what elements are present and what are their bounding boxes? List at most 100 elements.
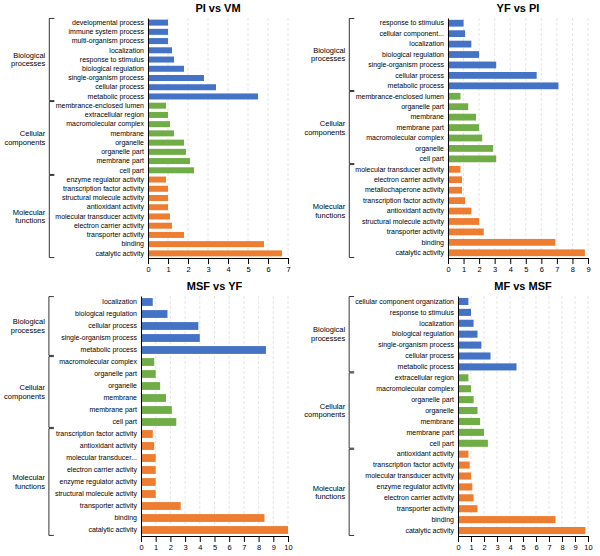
group-bracket — [349, 19, 354, 91]
y-tick: response to stimulus — [380, 19, 445, 27]
category-label: transporter activity — [87, 231, 145, 239]
y-tick: cellular component organization — [355, 298, 454, 306]
bar — [141, 310, 167, 318]
bar — [141, 358, 154, 366]
y-tick: macromolecular complex — [376, 385, 454, 393]
category-label: cellular process — [405, 352, 454, 360]
category-label: structural molecule activity — [362, 218, 445, 226]
category-label: membrane part — [97, 157, 145, 165]
bar — [458, 527, 585, 534]
grid — [448, 18, 588, 258]
group-label-line: components — [304, 410, 345, 419]
y-tick: biological regulation — [392, 330, 454, 338]
group-label-line: functions — [15, 216, 45, 225]
y-axis-line — [148, 19, 149, 259]
bar — [141, 514, 264, 522]
grid-line — [494, 18, 495, 258]
group-label-line: components — [4, 392, 45, 401]
y-tick: structural molecule activity — [55, 490, 138, 498]
x-tick: 10 — [284, 536, 292, 552]
bar — [141, 382, 160, 390]
bar — [141, 418, 176, 426]
grid-line — [588, 296, 589, 536]
grid-line — [288, 296, 289, 536]
y-tick: organelle part — [101, 148, 144, 156]
bracket-line — [49, 357, 54, 428]
y-axis-line — [458, 297, 459, 537]
group-label-line: processes — [11, 326, 45, 335]
category-label: binding — [431, 516, 454, 524]
x-tick-label: 10 — [584, 543, 592, 552]
bar — [448, 229, 484, 236]
y-tick: transcription factor activity — [363, 197, 444, 205]
x-tick: 8 — [560, 536, 564, 552]
y-tick: single-organism process — [61, 334, 137, 342]
y-tick: localization — [109, 47, 144, 54]
bars — [148, 20, 282, 257]
bar — [448, 135, 482, 142]
y-tick: electron carrier activity — [67, 466, 138, 474]
x-tick-mark — [497, 536, 498, 542]
y-tick: binding — [421, 239, 444, 247]
group-bracket — [349, 373, 354, 448]
x-tick-mark — [471, 536, 472, 542]
category-label: transcription factor activity — [56, 430, 137, 438]
x-tick-mark — [156, 536, 157, 542]
category-label: response to stimulus — [380, 19, 445, 27]
grid-line — [575, 296, 576, 536]
x-tick-mark — [188, 258, 189, 264]
bracket-line — [49, 175, 54, 257]
category-label: antioxidant activity — [397, 450, 455, 458]
bar — [148, 204, 168, 210]
x-tick-label: 1 — [154, 543, 158, 552]
y-tick: transcription factor activity — [56, 430, 137, 438]
category-label: transporter activity — [397, 505, 455, 513]
y-tick: transporter activity — [80, 502, 138, 510]
x-tick-label: 6 — [534, 543, 538, 552]
bar — [141, 466, 156, 474]
category-label: cell part — [429, 440, 454, 448]
x-tick-label: 5 — [524, 265, 528, 274]
x-tick-label: 9 — [272, 543, 276, 552]
category-label: biological regulation — [392, 330, 454, 338]
category-label: metallochaperone activity — [365, 186, 444, 194]
x-tick: 2 — [482, 536, 486, 552]
x-tick-mark — [572, 258, 573, 264]
group-label-line: processes — [311, 334, 345, 343]
x-tick-label: 3 — [495, 543, 499, 552]
x-tick-mark — [510, 258, 511, 264]
group-label: Biologicalprocesses — [311, 46, 346, 64]
x-tick: 8 — [257, 536, 261, 552]
x-tick: 4 — [226, 258, 230, 274]
y-tick: transporter activity — [387, 228, 445, 236]
group-label: Cellularcomponents — [4, 129, 45, 147]
bar — [448, 218, 479, 225]
grid-line — [458, 296, 459, 536]
x-tick: 7 — [555, 258, 559, 274]
category-label: membrane part — [407, 429, 455, 437]
y-tick: antioxidant activity — [87, 203, 145, 211]
x-tick-label: 2 — [169, 543, 173, 552]
y-tick: molecular transducer activity — [365, 472, 454, 480]
group-bracket — [49, 175, 54, 257]
bar — [141, 334, 200, 342]
bar — [141, 430, 153, 438]
bar — [148, 29, 168, 35]
x-tick: 2 — [186, 258, 190, 274]
y-tick: membrane — [421, 418, 455, 425]
x-tick-label: 10 — [284, 543, 292, 552]
category-label: single-organism process — [68, 74, 144, 82]
bar — [448, 114, 476, 121]
x-tick-mark — [523, 536, 524, 542]
grid — [458, 296, 588, 536]
x-axis: 012345678910 — [139, 536, 292, 552]
bars — [458, 298, 585, 534]
bracket-line — [49, 102, 54, 175]
grid-line — [248, 18, 249, 258]
x-tick-label: 0 — [446, 265, 450, 274]
x-tick-label: 8 — [571, 265, 575, 274]
x-tick-mark — [575, 536, 576, 542]
bar — [148, 167, 194, 173]
y-tick: antioxidant activity — [80, 442, 138, 450]
bracket-line — [49, 18, 54, 100]
